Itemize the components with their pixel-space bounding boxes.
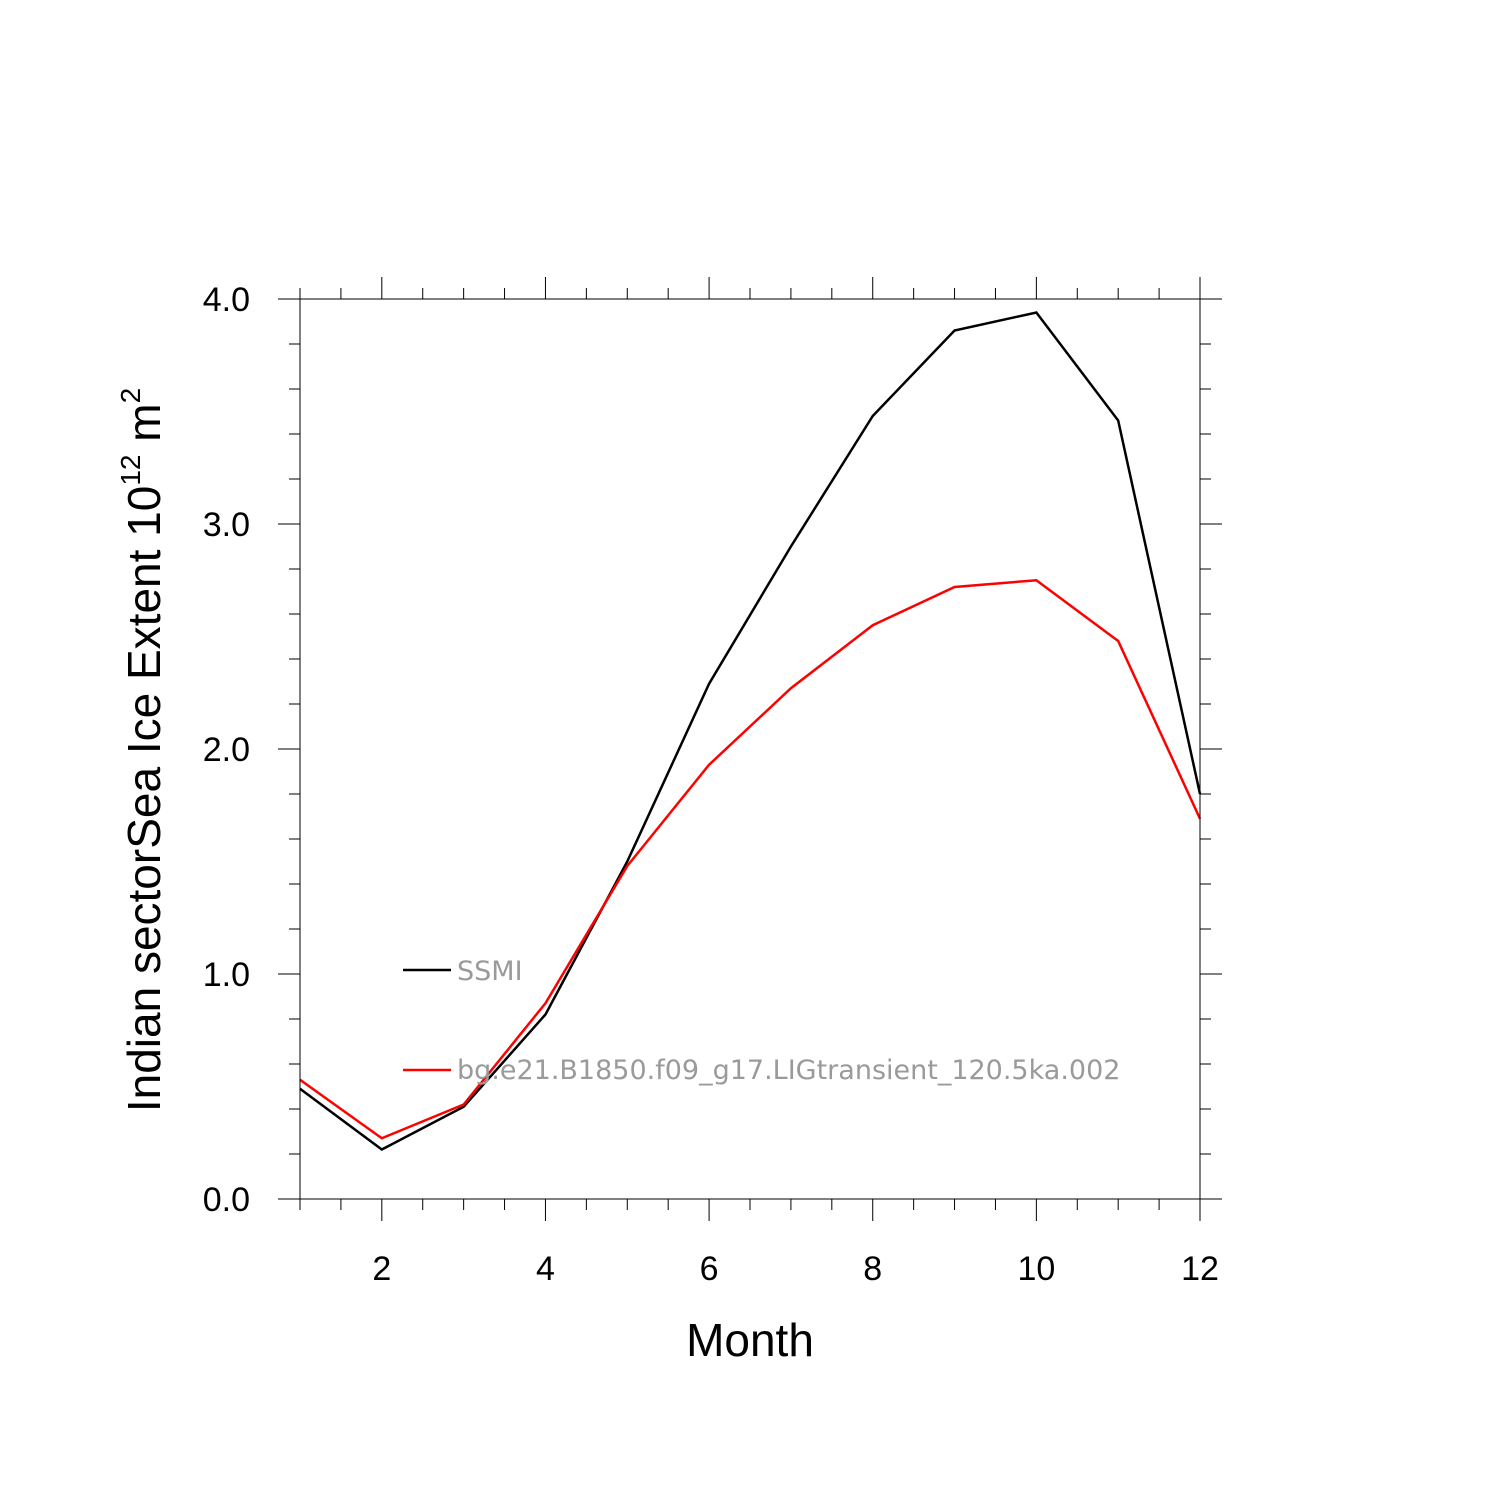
legend-label-lig-transient: bg.e21.B1850.f09_g17.LIGtransient_120.5k… <box>457 1055 1120 1086</box>
x-tick-label: 12 <box>1181 1250 1219 1288</box>
y-axis-title-unit-exponent: 2 <box>115 388 146 404</box>
y-tick-label: 4.0 <box>203 281 250 319</box>
series-line-1 <box>299 578 1202 1140</box>
y-axis-title-unit: m <box>118 403 170 454</box>
x-tick-label: 6 <box>700 1250 719 1288</box>
plot-frame <box>299 298 1201 1200</box>
x-tick-label: 4 <box>536 1250 555 1288</box>
x-tick-labels: 2 4 6 8 10 12 <box>372 1250 1219 1288</box>
y-tick-label: 1.0 <box>203 956 250 994</box>
series-line-0 <box>299 311 1202 1151</box>
axis-ticks <box>278 277 1222 1221</box>
series-lines <box>299 311 1202 1151</box>
x-tick-label: 8 <box>863 1250 882 1288</box>
legend-label-ssmi: SSMI <box>457 956 523 987</box>
y-axis-title-main: Indian sectorSea Ice Extent 10 <box>118 486 170 1113</box>
y-tick-labels: 0.0 1.0 2.0 3.0 4.0 <box>203 281 250 1219</box>
y-tick-label: 0.0 <box>203 1181 250 1219</box>
y-axis-title: Indian sectorSea Ice Extent 1012 m2 <box>115 388 170 1112</box>
x-axis-title: Month <box>686 1314 814 1366</box>
y-tick-label: 3.0 <box>203 506 250 544</box>
x-tick-label: 10 <box>1017 1250 1055 1288</box>
y-tick-label: 2.0 <box>203 731 250 769</box>
x-tick-label: 2 <box>372 1250 391 1288</box>
legend: SSMI bg.e21.B1850.f09_g17.LIGtransient_1… <box>403 956 1120 1086</box>
y-axis-title-exponent: 12 <box>115 455 146 486</box>
